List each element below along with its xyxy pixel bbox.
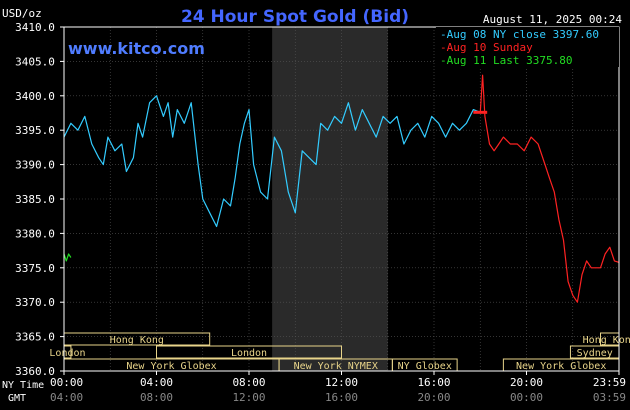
x-tick-label-gmt: 04:00 (50, 391, 83, 404)
market-label: Sydney (577, 348, 613, 359)
series-line (479, 74, 619, 303)
y-tick-label: 3400.0 (15, 90, 55, 103)
legend-background (436, 27, 619, 67)
market-label: London (231, 348, 267, 359)
legend: -Aug 08 NY close 3397.60-Aug 10 Sunday-A… (436, 27, 619, 67)
y-tick-label: 3405.0 (15, 55, 55, 68)
market-hours-boxes: Hong Kong Hong Kong London London Sydney New … (49, 332, 630, 372)
ny-time-label: NY Time (2, 380, 44, 391)
nymex-session-band (272, 27, 388, 371)
unit-label: USD/oz (2, 7, 42, 20)
website-label[interactable]: www.kitco.com (68, 39, 205, 58)
series-line (63, 253, 72, 262)
x-tick-label-ny: 23:59 (593, 376, 626, 389)
y-tick-label: 3390.0 (15, 159, 55, 172)
y-tick-label: 3375.0 (15, 262, 55, 275)
y-tick-label: 3410.0 (15, 21, 55, 34)
market-label: New York Globex (126, 361, 216, 372)
nymex-session-shade (272, 27, 388, 371)
x-tick-label-gmt: 03:59 (593, 391, 626, 404)
legend-entry: -Aug 08 NY close 3397.60 (440, 28, 599, 41)
legend-entry: -Aug 11 Last 3375.80 (440, 54, 572, 67)
x-tick-label-ny: 12:00 (325, 376, 358, 389)
x-tick-label-gmt: 20:00 (417, 391, 450, 404)
market-label: Hong Kong (110, 335, 164, 346)
x-tick-label-ny: 00:00 (50, 376, 83, 389)
market-label: New York Globex (516, 361, 606, 372)
y-tick-label: 3380.0 (15, 227, 55, 240)
x-tick-label-ny: 20:00 (510, 376, 543, 389)
market-label: London (49, 348, 85, 359)
gmt-label: GMT (8, 393, 26, 404)
timestamp: August 11, 2025 00:24 (483, 13, 622, 26)
y-tick-label: 3370.0 (15, 296, 55, 309)
series-line (63, 95, 481, 228)
x-axis-ticks: 00:00 04:00 04:00 08:00 08:00 12:00 12:00 16:00… (50, 371, 626, 404)
x-tick-label-ny: 16:00 (417, 376, 450, 389)
market-box (156, 345, 342, 359)
x-tick-label-gmt: 12:00 (232, 391, 265, 404)
y-tick-label: 3385.0 (15, 193, 55, 206)
x-tick-label-gmt: 08:00 (140, 391, 173, 404)
y-tick-label: 3360.0 (15, 365, 55, 378)
y-tick-label: 3365.0 (15, 331, 55, 344)
chart-title: 24 Hour Spot Gold (Bid) (181, 7, 409, 27)
price-series (63, 74, 619, 303)
x-tick-label-gmt: 00:00 (510, 391, 543, 404)
x-tick-label-ny: 08:00 (232, 376, 265, 389)
y-tick-label: 3395.0 (15, 124, 55, 137)
x-tick-label-gmt: 16:00 (325, 391, 358, 404)
market-label: Hong Kong (583, 335, 630, 346)
x-tick-label-ny: 04:00 (140, 376, 173, 389)
market-label: New York NYMEX (294, 361, 378, 372)
legend-entry: -Aug 10 Sunday (440, 41, 533, 54)
y-axis-ticks: 3360.0 3365.0 3370.0 3375.0 3380.0 3385.0 3390… (15, 21, 64, 378)
market-label: NY Globex (398, 361, 452, 372)
